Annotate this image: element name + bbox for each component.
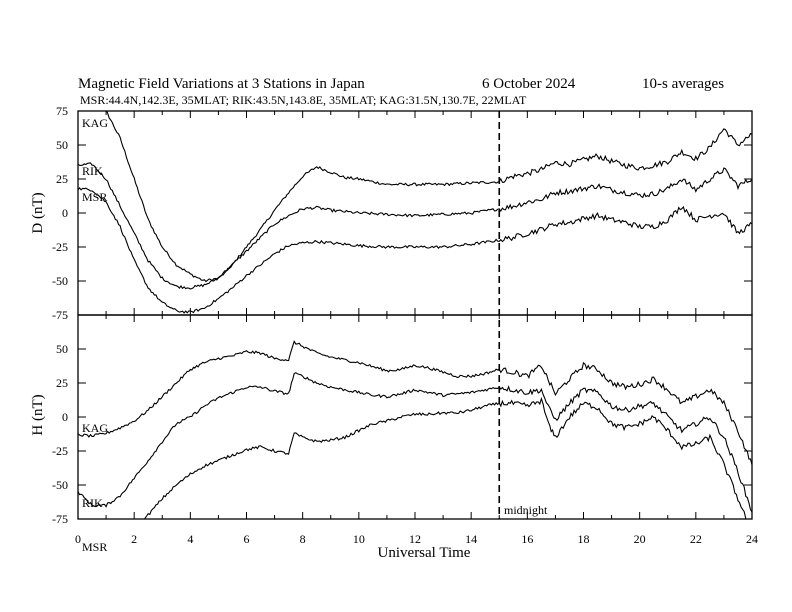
x-tick-label: 0: [75, 532, 81, 546]
series-line-H-rik: [78, 372, 752, 513]
station-label-D-msr: MSR: [82, 190, 107, 204]
x-tick-label: 24: [746, 532, 758, 546]
station-label-H-msr: MSR: [82, 540, 107, 554]
series-line-D-kag: [105, 111, 752, 283]
panel-frame-D: [77, 110, 753, 316]
y-tick-label: 75: [56, 104, 68, 118]
y-tick-label: -50: [52, 274, 68, 288]
x-tick-label: 16: [521, 532, 533, 546]
x-tick-label: 2: [131, 532, 137, 546]
y-tick-label: 25: [56, 172, 68, 186]
y-tick-label: -75: [52, 512, 68, 526]
chart-date: 6 October 2024: [482, 76, 576, 92]
x-tick-label: 6: [244, 532, 250, 546]
y-tick-label: 50: [56, 138, 68, 152]
y-tick-label: 50: [56, 342, 68, 356]
x-tick-label: 4: [187, 532, 193, 546]
panel-frame-H: [77, 314, 753, 520]
stations-coordinates: MSR:44.4N,142.3E, 35MLAT; RIK:43.5N,143.…: [80, 93, 527, 107]
h-axis-label: H (nT): [30, 394, 46, 435]
x-tick-label: 22: [690, 532, 702, 546]
series-line-H-kag: [78, 340, 752, 465]
y-tick-label: 25: [56, 376, 68, 390]
y-tick-label: 0: [62, 410, 68, 424]
station-label-H-kag: KAG: [82, 421, 108, 435]
x-tick-label: 12: [409, 532, 421, 546]
x-tick-label: 8: [300, 532, 306, 546]
station-label-H-rik: RIK: [82, 496, 103, 510]
x-tick-label: 14: [465, 532, 477, 546]
y-tick-label: -50: [52, 478, 68, 492]
y-tick-label: -25: [52, 240, 68, 254]
series-line-D-rik: [78, 162, 752, 290]
y-tick-label: -75: [52, 308, 68, 322]
x-tick-label: 18: [578, 532, 590, 546]
x-tick-label: 10: [353, 532, 365, 546]
series-line-H-msr: [144, 396, 747, 519]
station-label-D-rik: RIK: [82, 164, 103, 178]
d-axis-label: D (nT): [30, 192, 46, 233]
chart-averaging: 10-s averages: [642, 76, 724, 92]
x-axis-label: Universal Time: [378, 545, 471, 561]
x-tick-label: 20: [634, 532, 646, 546]
y-tick-label: 0: [62, 206, 68, 220]
series-line-D-msr: [78, 187, 752, 314]
station-label-D-kag: KAG: [82, 116, 108, 130]
midnight-label: midnight: [504, 503, 548, 517]
chart-title: Magnetic Field Variations at 3 Stations …: [78, 76, 365, 92]
y-tick-label: -25: [52, 444, 68, 458]
